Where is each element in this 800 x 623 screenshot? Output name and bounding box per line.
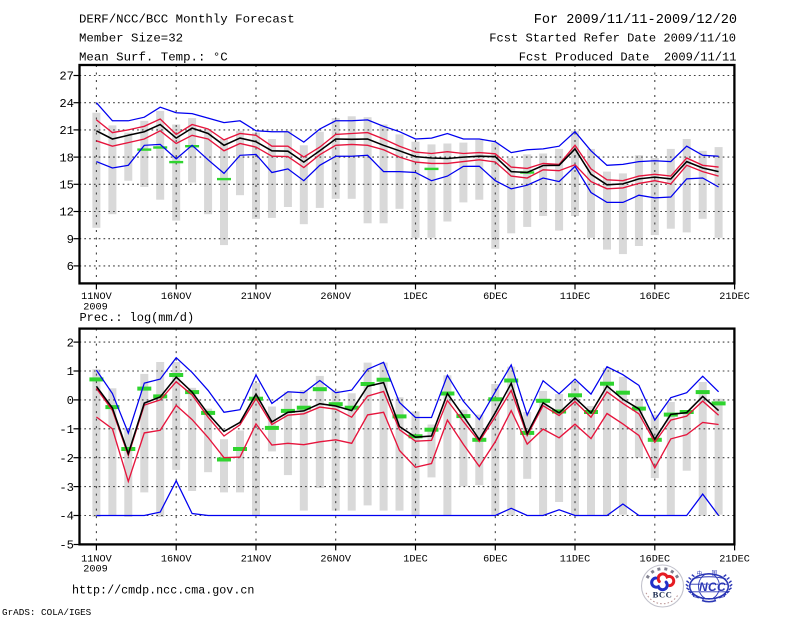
svg-text:16NOV: 16NOV bbox=[161, 555, 192, 566]
svg-text:0: 0 bbox=[67, 394, 74, 408]
svg-text:21: 21 bbox=[59, 124, 74, 138]
svg-text:11DEC: 11DEC bbox=[560, 292, 591, 303]
svg-text:http://cmdp.ncc.cma.gov.cn: http://cmdp.ncc.cma.gov.cn bbox=[72, 584, 254, 598]
svg-text:26NOV: 26NOV bbox=[320, 555, 351, 566]
svg-text:For 2009/11/11-2009/12/20: For 2009/11/11-2009/12/20 bbox=[534, 13, 737, 28]
svg-text:Prec.: log(mm/d): Prec.: log(mm/d) bbox=[80, 311, 195, 325]
svg-text:2: 2 bbox=[67, 336, 74, 350]
svg-text:2009: 2009 bbox=[83, 565, 107, 576]
svg-text:Fcst Produced Date 2009/11/11: Fcst Produced Date 2009/11/11 bbox=[519, 51, 737, 65]
svg-text:-1: -1 bbox=[59, 423, 74, 437]
svg-text:21DEC: 21DEC bbox=[719, 292, 750, 303]
svg-text:15: 15 bbox=[59, 179, 74, 193]
svg-text:2009: 2009 bbox=[83, 302, 107, 313]
svg-text:Mean Surf. Temp.: °C: Mean Surf. Temp.: °C bbox=[79, 51, 228, 65]
svg-text:27: 27 bbox=[59, 70, 74, 84]
svg-text:-4: -4 bbox=[59, 510, 74, 524]
svg-text:6DEC: 6DEC bbox=[483, 555, 507, 566]
svg-text:18: 18 bbox=[59, 151, 74, 165]
svg-text:6DEC: 6DEC bbox=[483, 292, 507, 303]
svg-text:21NOV: 21NOV bbox=[241, 292, 272, 303]
svg-text:中: 中 bbox=[697, 570, 703, 578]
svg-text:16DEC: 16DEC bbox=[640, 292, 671, 303]
svg-text:-5: -5 bbox=[59, 539, 74, 553]
svg-text:11NOV: 11NOV bbox=[81, 292, 112, 303]
svg-text:11DEC: 11DEC bbox=[560, 555, 591, 566]
svg-text:国: 国 bbox=[712, 570, 718, 577]
svg-text:Member Size=32: Member Size=32 bbox=[79, 32, 183, 46]
svg-text:21DEC: 21DEC bbox=[719, 555, 750, 566]
svg-text:Fcst Started Refer Date 2009/1: Fcst Started Refer Date 2009/11/10 bbox=[489, 32, 736, 46]
svg-text:26NOV: 26NOV bbox=[320, 292, 351, 303]
svg-text:-2: -2 bbox=[59, 452, 74, 466]
svg-text:9: 9 bbox=[67, 233, 74, 247]
svg-text:1DEC: 1DEC bbox=[403, 292, 427, 303]
svg-text:1: 1 bbox=[67, 365, 74, 379]
svg-text:11NOV: 11NOV bbox=[81, 555, 112, 566]
svg-text:1DEC: 1DEC bbox=[403, 555, 427, 566]
svg-text:BCC: BCC bbox=[653, 589, 673, 599]
svg-text:24: 24 bbox=[59, 97, 74, 111]
svg-text:-3: -3 bbox=[59, 481, 74, 495]
svg-text:DERF/NCC/BCC Monthly Forecast: DERF/NCC/BCC Monthly Forecast bbox=[79, 13, 295, 27]
svg-text:6: 6 bbox=[67, 260, 74, 274]
svg-text:16NOV: 16NOV bbox=[161, 292, 192, 303]
svg-text:GrADS: COLA/IGES: GrADS: COLA/IGES bbox=[2, 607, 92, 618]
svg-text:16DEC: 16DEC bbox=[640, 555, 671, 566]
svg-text:12: 12 bbox=[59, 206, 74, 220]
svg-text:NCC: NCC bbox=[699, 580, 726, 594]
svg-text:21NOV: 21NOV bbox=[241, 555, 272, 566]
